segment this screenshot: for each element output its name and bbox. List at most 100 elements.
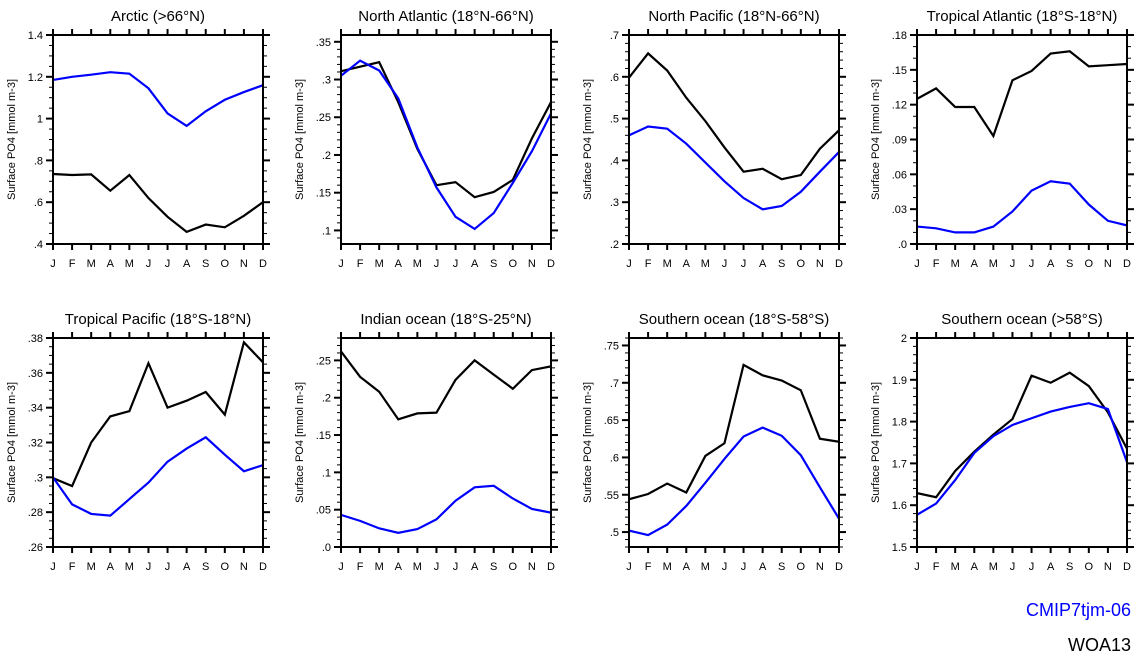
x-tick-label: J <box>50 258 56 270</box>
y-axis-label: Surface PO4 [mmol m-3] <box>582 382 594 503</box>
x-tick-label: J <box>453 258 459 270</box>
x-tick-label: J <box>434 561 440 573</box>
y-tick-label: .05 <box>316 505 331 517</box>
x-tick-label: A <box>971 561 979 573</box>
y-tick-label: .4 <box>610 155 619 167</box>
x-tick-label: M <box>375 258 384 270</box>
x-tick-label: A <box>759 561 767 573</box>
y-tick-label: .09 <box>892 135 907 147</box>
panel-5: Tropical Pacific (18°S-18°N) Surface PO4 … <box>6 311 270 573</box>
x-tick-label: J <box>1029 258 1035 270</box>
x-tick-label: A <box>183 561 191 573</box>
y-tick-label: .35 <box>316 37 331 49</box>
y-axis-label: Surface PO4 [mmol m-3] <box>6 79 18 200</box>
x-tick-label: D <box>835 561 843 573</box>
y-tick-label: .18 <box>892 30 907 42</box>
panel-1: Arctic (>66°N) Surface PO4 [mmol m-3] .4 .6… <box>6 8 270 270</box>
series-line-woa13 <box>53 172 263 234</box>
panel-title: Tropical Pacific (18°S-18°N) <box>65 311 252 328</box>
x-tick-label: J <box>50 561 56 573</box>
y-tick-label: .6 <box>610 452 619 464</box>
series-line-model <box>629 125 839 211</box>
x-tick-label: F <box>69 258 76 270</box>
x-tick-label: M <box>989 258 998 270</box>
panel-7: Southern ocean (18°S-58°S) Surface PO4 [m… <box>582 311 846 573</box>
x-tick-label: S <box>490 258 497 270</box>
x-tick-label: A <box>107 258 115 270</box>
x-tick-label: O <box>797 258 806 270</box>
x-tick-label: J <box>914 561 920 573</box>
x-tick-label: J <box>626 258 632 270</box>
y-tick-label: .4 <box>34 239 43 251</box>
x-tick-label: D <box>259 258 267 270</box>
y-tick-label: 1.4 <box>28 30 43 42</box>
plot-frame <box>52 337 264 548</box>
legend-entry-model: CMIP7tjm-06 <box>1025 600 1131 620</box>
x-tick-label: J <box>914 258 920 270</box>
x-tick-label: F <box>69 561 76 573</box>
y-tick-label: .34 <box>28 403 43 415</box>
y-tick-label: .6 <box>34 197 43 209</box>
y-tick-label: .36 <box>28 368 43 380</box>
y-tick-label: .8 <box>34 155 43 167</box>
panel-title: North Pacific (18°N-66°N) <box>648 8 819 25</box>
x-tick-label: S <box>1066 561 1073 573</box>
series-line-woa13 <box>629 51 839 181</box>
x-tick-label: A <box>471 258 479 270</box>
x-tick-label: M <box>87 258 96 270</box>
y-axis-label: Surface PO4 [mmol m-3] <box>870 79 882 200</box>
y-tick-label: .7 <box>610 378 619 390</box>
x-tick-label: F <box>357 561 364 573</box>
series-line-model <box>917 402 1127 516</box>
panel-8: Southern ocean (>58°S) Surface PO4 [mmol … <box>870 311 1134 573</box>
x-tick-label: N <box>1104 561 1112 573</box>
x-tick-label: O <box>797 561 806 573</box>
x-tick-label: A <box>107 561 115 573</box>
x-tick-label: M <box>375 561 384 573</box>
x-tick-label: S <box>202 561 209 573</box>
y-tick-label: .3 <box>610 197 619 209</box>
y-tick-label: .26 <box>28 542 43 554</box>
x-tick-label: S <box>778 561 785 573</box>
plot-frame <box>628 34 840 245</box>
series-line-woa13 <box>629 363 839 501</box>
x-tick-label: O <box>221 258 230 270</box>
y-tick-label: .06 <box>892 169 907 181</box>
panel-title: Southern ocean (18°S-58°S) <box>639 311 829 328</box>
x-tick-label: D <box>547 258 555 270</box>
series-line-model <box>341 484 551 534</box>
y-tick-label: .55 <box>604 490 619 502</box>
series-line-model <box>53 71 263 128</box>
x-tick-label: M <box>87 561 96 573</box>
y-tick-label: .15 <box>892 65 907 77</box>
series-line-model <box>341 59 551 231</box>
panel-2: North Atlantic (18°N-66°N) Surface PO4 [m… <box>294 8 558 270</box>
y-tick-label: .15 <box>316 430 331 442</box>
x-tick-label: N <box>816 258 824 270</box>
x-tick-label: S <box>778 258 785 270</box>
x-tick-label: J <box>146 561 152 573</box>
y-tick-label: 1.8 <box>892 417 907 429</box>
x-tick-label: J <box>165 258 171 270</box>
y-axis-label: Surface PO4 [mmol m-3] <box>582 79 594 200</box>
x-tick-label: J <box>146 258 152 270</box>
x-tick-label: M <box>951 561 960 573</box>
y-tick-label: .28 <box>28 507 43 519</box>
x-tick-label: S <box>490 561 497 573</box>
series-line-woa13 <box>341 60 551 199</box>
panel-title: Arctic (>66°N) <box>111 8 205 25</box>
x-tick-label: M <box>989 561 998 573</box>
x-tick-label: J <box>741 561 747 573</box>
x-tick-label: M <box>413 258 422 270</box>
x-tick-label: N <box>528 561 536 573</box>
y-tick-label: .32 <box>28 438 43 450</box>
y-tick-label: 1.2 <box>28 72 43 84</box>
x-tick-label: A <box>183 258 191 270</box>
y-axis-label: Surface PO4 [mmol m-3] <box>870 382 882 503</box>
y-tick-label: .6 <box>610 72 619 84</box>
y-tick-label: .0 <box>898 239 907 251</box>
x-tick-label: J <box>722 561 728 573</box>
y-tick-label: 1.5 <box>892 542 907 554</box>
x-tick-label: M <box>701 258 710 270</box>
x-tick-label: N <box>816 561 824 573</box>
